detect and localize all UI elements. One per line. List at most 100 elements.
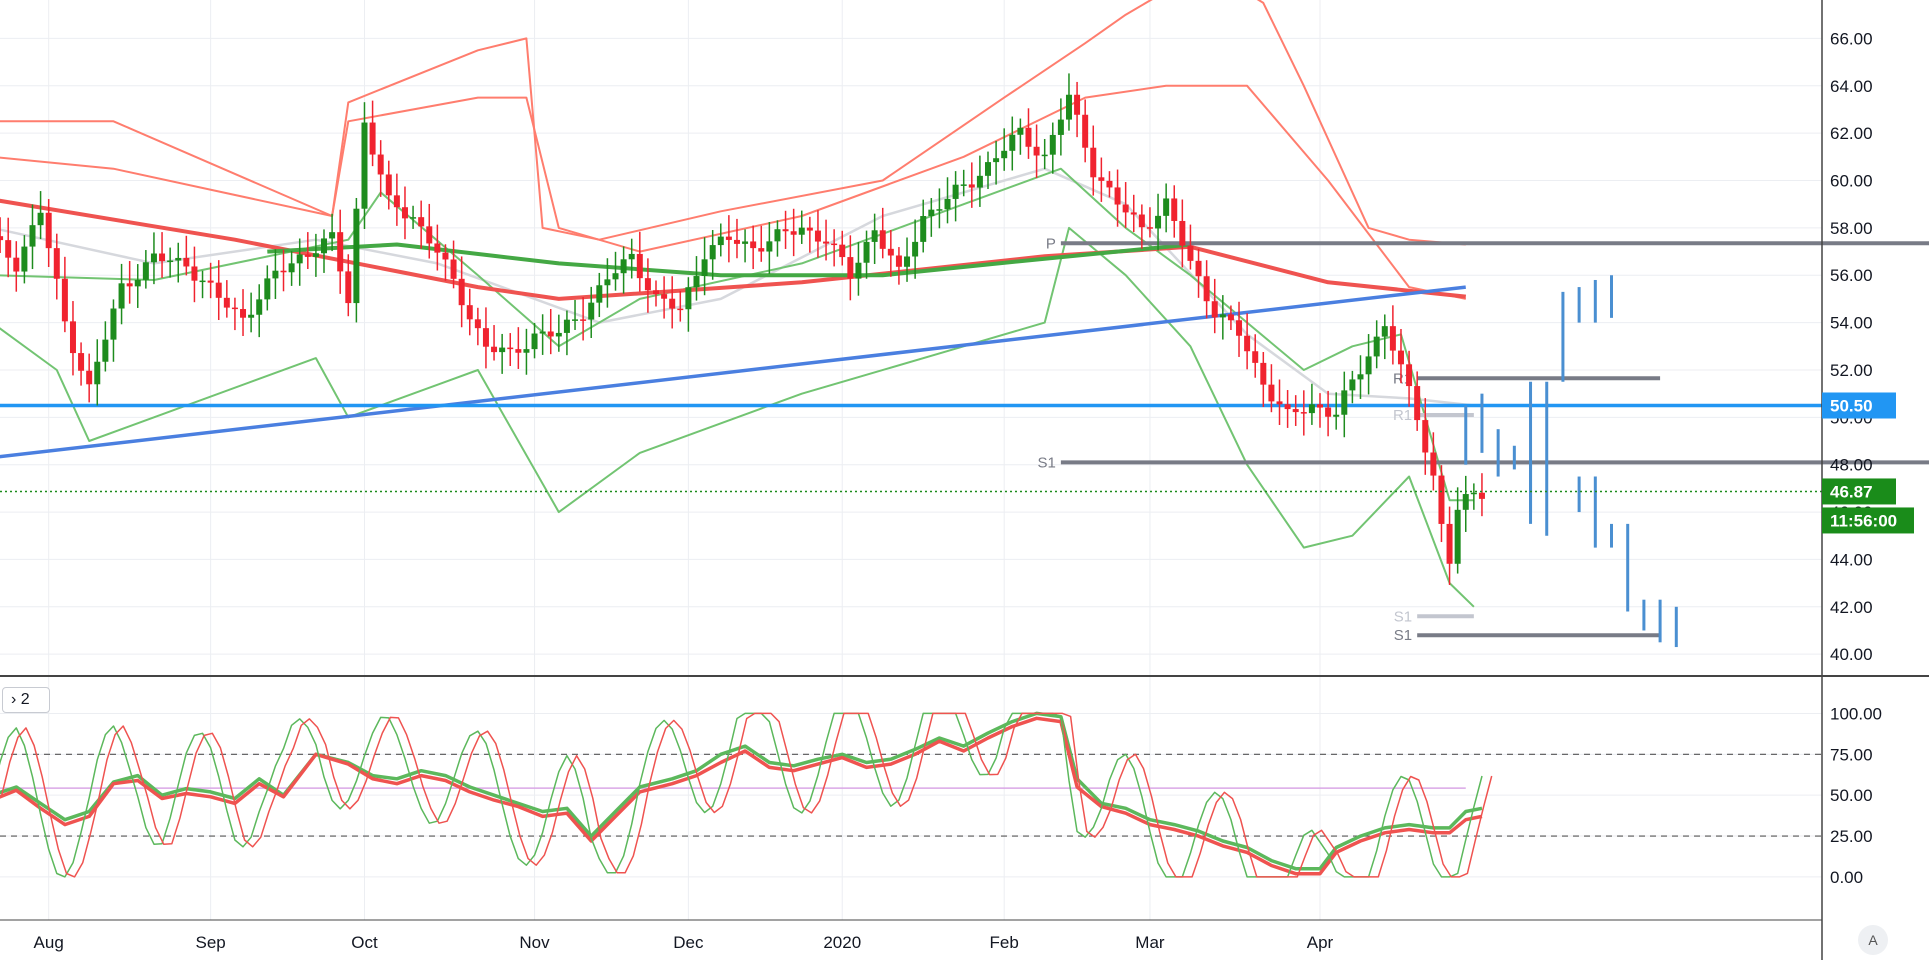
candle-body[interactable]: [774, 229, 781, 242]
candle-body[interactable]: [1122, 204, 1129, 213]
candle-body[interactable]: [296, 254, 303, 264]
candle-body[interactable]: [1438, 475, 1445, 524]
candle-body[interactable]: [904, 256, 911, 267]
candle-body[interactable]: [928, 209, 935, 217]
candle-body[interactable]: [1454, 509, 1461, 564]
candle-body[interactable]: [1106, 180, 1113, 188]
candle-body[interactable]: [361, 122, 368, 209]
candle-body[interactable]: [1260, 362, 1267, 385]
candle-body[interactable]: [952, 184, 959, 199]
candle-body[interactable]: [369, 122, 376, 155]
candle-body[interactable]: [847, 257, 854, 279]
candle-body[interactable]: [1276, 401, 1283, 405]
candle-body[interactable]: [458, 278, 465, 306]
candle-body[interactable]: [920, 216, 927, 242]
candle-body[interactable]: [53, 248, 60, 279]
candle-body[interactable]: [175, 257, 182, 261]
candle-body[interactable]: [1090, 147, 1097, 178]
candle-body[interactable]: [1114, 187, 1121, 205]
candle-body[interactable]: [1317, 404, 1323, 408]
candle-body[interactable]: [1422, 420, 1429, 453]
candle-body[interactable]: [798, 227, 805, 235]
candle-body[interactable]: [1341, 390, 1348, 415]
candle-body[interactable]: [855, 262, 862, 279]
candle-body[interactable]: [766, 241, 773, 252]
candle-body[interactable]: [159, 253, 166, 262]
candle-body[interactable]: [94, 361, 101, 385]
candle-body[interactable]: [321, 238, 327, 254]
candle-body[interactable]: [555, 332, 562, 337]
candle-body[interactable]: [418, 217, 425, 227]
candle-body[interactable]: [248, 314, 255, 318]
candle-body[interactable]: [337, 232, 344, 272]
candle-body[interactable]: [1211, 301, 1218, 318]
candle-body[interactable]: [628, 253, 635, 260]
candle-body[interactable]: [636, 253, 643, 279]
candle-body[interactable]: [1406, 364, 1413, 387]
candle-body[interactable]: [644, 278, 651, 291]
candle-body[interactable]: [5, 240, 12, 258]
candle-body[interactable]: [1365, 356, 1372, 375]
candle-body[interactable]: [86, 370, 93, 385]
candle-body[interactable]: [976, 175, 983, 188]
candle-body[interactable]: [1414, 386, 1421, 421]
candle-body[interactable]: [1009, 134, 1016, 151]
candle-body[interactable]: [547, 331, 554, 337]
candle-body[interactable]: [1357, 374, 1364, 380]
candle-body[interactable]: [1300, 412, 1307, 414]
candle-body[interactable]: [604, 279, 611, 286]
candle-body[interactable]: [482, 328, 489, 347]
candle-body[interactable]: [118, 283, 125, 309]
candle-body[interactable]: [750, 241, 757, 249]
candle-body[interactable]: [580, 319, 587, 321]
candle-body[interactable]: [426, 226, 433, 244]
candle-body[interactable]: [531, 333, 538, 350]
candle-body[interactable]: [1049, 134, 1056, 155]
candle-body[interactable]: [410, 217, 417, 219]
candle-body[interactable]: [1268, 384, 1275, 402]
candle-body[interactable]: [685, 287, 692, 310]
candle-body[interactable]: [474, 319, 481, 329]
candle-body[interactable]: [1171, 198, 1178, 221]
candle-body[interactable]: [677, 308, 684, 311]
candle-body[interactable]: [1349, 379, 1356, 391]
candle-body[interactable]: [661, 294, 668, 299]
auto-scale-button[interactable]: A: [1858, 925, 1888, 955]
candle-body[interactable]: [1155, 215, 1162, 229]
candle-body[interactable]: [693, 276, 700, 288]
candle-body[interactable]: [142, 262, 149, 280]
candle-body[interactable]: [620, 259, 627, 274]
candle-body[interactable]: [588, 302, 595, 320]
pane-collapse-button[interactable]: › 2: [2, 687, 50, 713]
candle-body[interactable]: [1236, 320, 1243, 336]
candle-body[interactable]: [912, 241, 919, 257]
candle-body[interactable]: [288, 263, 295, 273]
candle-body[interactable]: [1187, 245, 1194, 261]
candle-body[interactable]: [1001, 150, 1008, 159]
candle-body[interactable]: [280, 270, 287, 273]
candle-body[interactable]: [653, 290, 659, 295]
candle-body[interactable]: [701, 259, 708, 277]
candle-body[interactable]: [78, 353, 85, 371]
candle-body[interactable]: [231, 307, 238, 310]
candle-body[interactable]: [1195, 260, 1202, 277]
candle-body[interactable]: [329, 232, 336, 239]
candle-body[interactable]: [61, 278, 68, 322]
candle-body[interactable]: [612, 273, 619, 280]
candle-body[interactable]: [1025, 127, 1032, 147]
candle-body[interactable]: [442, 252, 449, 260]
candle-body[interactable]: [879, 230, 886, 249]
candle-body[interactable]: [1397, 350, 1404, 365]
candle-body[interactable]: [191, 266, 198, 281]
candle-body[interactable]: [29, 225, 36, 247]
candle-body[interactable]: [102, 339, 109, 362]
candle-body[interactable]: [523, 349, 530, 353]
candle-body[interactable]: [13, 257, 20, 272]
candle-body[interactable]: [353, 208, 360, 304]
candle-body[interactable]: [733, 239, 740, 244]
candle-body[interactable]: [499, 347, 506, 353]
candle-body[interactable]: [304, 254, 311, 257]
candle-body[interactable]: [150, 253, 157, 263]
candle-body[interactable]: [1017, 127, 1024, 135]
candle-body[interactable]: [895, 255, 902, 267]
